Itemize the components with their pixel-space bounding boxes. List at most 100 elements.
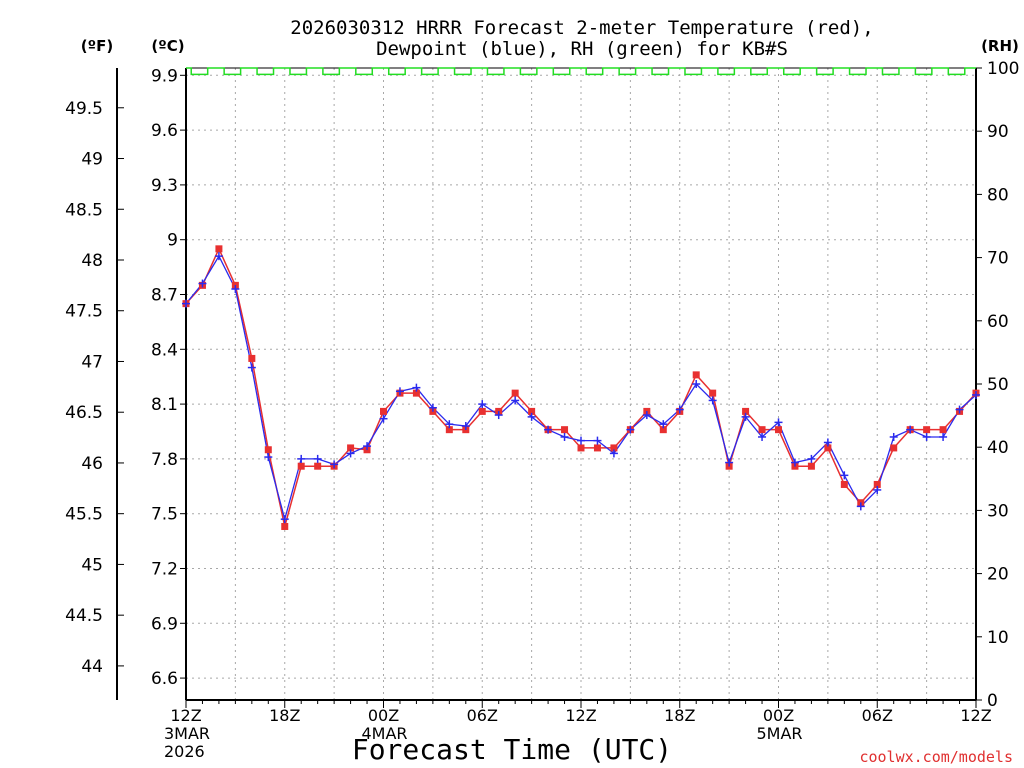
temperature-point [593,444,601,452]
temperature-point [890,444,898,452]
dewpoint-point [214,252,223,261]
fahrenheit-tick-label: 49 [81,150,103,170]
fahrenheit-tick-label: 47.5 [65,302,103,322]
celsius-tick-label: 7.5 [151,505,178,525]
x-tick-label: 00Z [368,706,399,725]
temperature-point [577,444,585,452]
dewpoint-point [774,418,783,427]
rh-tick-label: 30 [987,501,1009,521]
dewpoint-point [692,380,701,388]
temperature-point [939,426,947,434]
axes [116,67,982,708]
temperature-point [314,462,322,470]
temperature-point [561,426,569,434]
x-tick-label: 12Z [565,706,596,725]
x-tick-label: 18Z [269,706,300,725]
celsius-tick-label: 9 [167,231,178,251]
dewpoint-point [790,458,799,467]
temperature-point [873,480,881,488]
dewpoint-point [972,390,980,399]
celsius-tick-label: 7.2 [151,559,178,579]
dewpoint-point [478,400,487,409]
dewpoint-point [593,436,602,445]
fahrenheit-tick-label: 45.5 [65,505,103,525]
rh-axis-unit: (RH) [981,37,1019,55]
rh-series-line [186,67,976,76]
dewpoint-point [313,454,322,463]
dewpoint-point [856,502,865,511]
temperature-point [775,426,782,434]
fahrenheit-tick-label: 49.5 [65,99,103,119]
celsius-tick-label: 9.9 [151,66,178,86]
temperature-point [824,444,832,452]
dewpoint-point [807,454,816,463]
x-tick-label: 12Z [170,706,201,725]
temperature-point [478,407,486,415]
chart-title-line-2: Dewpoint (blue), RH (green) for KB#S [376,38,788,60]
dewpoint-point [955,405,964,414]
fahrenheit-tick-label: 44 [81,657,103,677]
celsius-tick-label: 6.6 [151,669,178,689]
celsius-axis-unit: (ºC) [151,37,184,55]
temperature-point [528,407,536,415]
temperature-point [248,354,256,362]
x-tick-label: 18Z [664,706,695,725]
dewpoint-point [725,458,734,467]
dewpoint-point [280,515,289,524]
temperature-point [281,522,289,530]
dewpoint-point [873,485,882,494]
fahrenheit-tick-label: 46 [81,454,103,474]
temperature-point [709,389,717,397]
celsius-tick-label: 9.3 [151,176,178,196]
temperature-point [692,371,700,379]
rh-tick-label: 70 [987,249,1009,269]
celsius-tick-label: 8.4 [151,340,178,360]
dewpoint-point [577,436,585,445]
dewpoint-point [461,422,470,431]
dewpoint-point [182,299,190,308]
x-tick-date-label: 3MAR [164,724,210,743]
rh-tick-label: 20 [987,565,1009,585]
temperature-point [264,446,272,454]
fahrenheit-tick-label: 48.5 [65,200,103,220]
dewpoint-point [494,411,503,420]
celsius-tick-label: 8.7 [151,285,178,305]
dewpoint-point [346,449,355,458]
dewpoint-point [412,383,421,392]
dewpoint-point [363,442,372,451]
tick-labels: 6.6 6.9 7.2 7.5 7.8 8.1 8.4 8.7 9 9.3 9.6 9.9 44 44.5… [65,59,1019,761]
rh-tick-label: 80 [987,185,1009,205]
temperature-point [347,444,355,452]
rh-tick-label: 40 [987,438,1009,458]
rh-tick-label: 10 [987,628,1009,648]
temperature-point [923,426,931,434]
x-axis-label: Forecast Time (UTC) [352,733,672,766]
temperature-point [380,407,387,415]
x-tick-label: 06Z [862,706,893,725]
temperature-point [659,426,667,434]
dewpoint-point [511,396,520,405]
temperature-point [807,462,815,470]
dewpoint-point [544,425,553,434]
dewpoint-point [395,387,404,396]
credit-text: coolwx.com/models [859,748,1013,766]
dewpoint-point [659,420,668,429]
rh-tick-label: 60 [987,312,1009,332]
dewpoint-point [560,432,569,441]
dewpoint-point [609,449,618,458]
celsius-tick-label: 8.1 [151,395,178,415]
fahrenheit-tick-label: 47 [81,352,103,372]
x-tick-label: 00Z [763,706,794,725]
fahrenheit-tick-label: 46.5 [65,403,103,423]
dewpoint-point [231,285,240,294]
rh-tick-label: 100 [987,59,1019,79]
dewpoint-point [379,414,388,423]
fahrenheit-tick-label: 48 [81,251,103,271]
grid-lines [186,68,976,700]
temperature-point [412,389,420,397]
temperature-point [215,245,223,253]
rh-tick-label: 50 [987,375,1009,395]
fahrenheit-tick-label: 44.5 [65,606,103,626]
dewpoint-point [840,471,849,480]
